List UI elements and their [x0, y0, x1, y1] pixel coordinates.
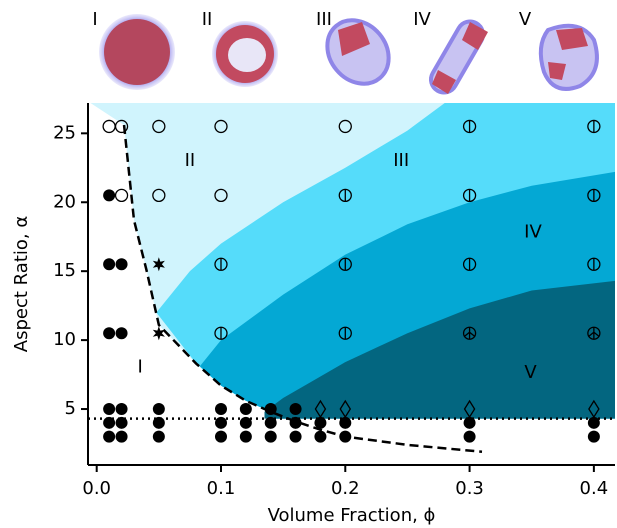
x-tick-label: 0.0: [82, 478, 111, 499]
data-point: [240, 431, 252, 443]
marker-shape: [464, 417, 476, 429]
data-point: [314, 417, 326, 429]
x-tick-label: 0.1: [207, 478, 236, 499]
marker-shape: [215, 417, 227, 429]
data-point: [215, 431, 227, 443]
marker-shape: [290, 403, 302, 415]
marker-shape: [464, 431, 476, 443]
marker-shape: [240, 431, 252, 443]
data-point: [464, 431, 476, 443]
region-label: II: [185, 150, 196, 171]
data-point: [215, 403, 227, 415]
data-point: [153, 417, 165, 429]
y-axis-title: Aspect Ratio, α: [11, 216, 32, 352]
data-point: [314, 431, 326, 443]
marker-shape: [339, 431, 351, 443]
data-point: [588, 431, 600, 443]
y-tick-label: 5: [65, 398, 76, 419]
marker-shape: [103, 417, 115, 429]
marker-shape: [103, 403, 115, 415]
marker-shape: [103, 120, 115, 132]
data-point: [116, 403, 128, 415]
data-point: [290, 417, 302, 429]
marker-shape: [153, 431, 165, 443]
marker-shape: [215, 403, 227, 415]
data-point: [240, 417, 252, 429]
data-point: [240, 403, 252, 415]
data-point: [464, 417, 476, 429]
x-axis-title: Volume Fraction, ϕ: [268, 505, 436, 526]
data-point: [116, 431, 128, 443]
data-point: [116, 327, 128, 339]
marker-shape: [265, 417, 277, 429]
marker-shape: [265, 403, 277, 415]
marker-shape: [240, 403, 252, 415]
marker-shape: [116, 189, 128, 201]
data-point: [265, 417, 277, 429]
image-label: III: [316, 9, 332, 30]
data-point: [290, 431, 302, 443]
data-point: [339, 431, 351, 443]
data-point: [588, 417, 600, 429]
y-tick-label: 20: [53, 191, 76, 212]
data-point: [215, 417, 227, 429]
data-point: [116, 189, 128, 201]
data-point: [265, 431, 277, 443]
y-tick-label: 10: [53, 329, 76, 350]
data-point: [153, 403, 165, 415]
chart: IIIIIIIVVIIIIIIIVV5101520250.00.10.20.30…: [0, 0, 617, 528]
region-label: IV: [524, 222, 542, 243]
data-point: [103, 327, 115, 339]
marker-shape: [153, 417, 165, 429]
marker-shape: [116, 431, 128, 443]
x-tick-label: 0.2: [331, 478, 360, 499]
data-point: [103, 417, 115, 429]
marker-shape: [116, 327, 128, 339]
marker-shape: [265, 431, 277, 443]
data-point: [153, 431, 165, 443]
image-label: IV: [413, 9, 431, 30]
marker-shape: [588, 431, 600, 443]
marker-shape: [103, 327, 115, 339]
marker-shape: [215, 431, 227, 443]
y-tick-label: 25: [53, 122, 76, 143]
marker-shape: [314, 417, 326, 429]
marker-shape: [116, 258, 128, 270]
x-tick-label: 0.3: [455, 478, 484, 499]
data-point: [103, 120, 115, 132]
marker-shape: [588, 417, 600, 429]
data-point: [103, 431, 115, 443]
data-point: [339, 417, 351, 429]
marker-shape: [103, 258, 115, 270]
marker-shape: [290, 431, 302, 443]
data-point: [265, 403, 277, 415]
data-point: [103, 189, 115, 201]
marker-shape: [314, 431, 326, 443]
marker-shape: [103, 431, 115, 443]
image-label: I: [92, 9, 97, 30]
region-label: I: [138, 357, 143, 378]
marker-shape: [240, 417, 252, 429]
image-label: II: [202, 9, 213, 30]
y-tick-label: 15: [53, 260, 76, 281]
data-point: [116, 258, 128, 270]
data-point: [290, 403, 302, 415]
marker-shape: [153, 403, 165, 415]
data-point: [103, 403, 115, 415]
plot-area: [88, 103, 615, 452]
data-point: [116, 417, 128, 429]
region-label: III: [393, 150, 409, 171]
marker-shape: [290, 417, 302, 429]
marker-shape: [116, 403, 128, 415]
region-label: V: [524, 362, 537, 383]
x-tick-label: 0.4: [580, 478, 609, 499]
marker-shape: [116, 417, 128, 429]
marker-shape: [103, 189, 115, 201]
image-label: V: [519, 9, 532, 30]
data-point: [103, 258, 115, 270]
marker-shape: [339, 417, 351, 429]
